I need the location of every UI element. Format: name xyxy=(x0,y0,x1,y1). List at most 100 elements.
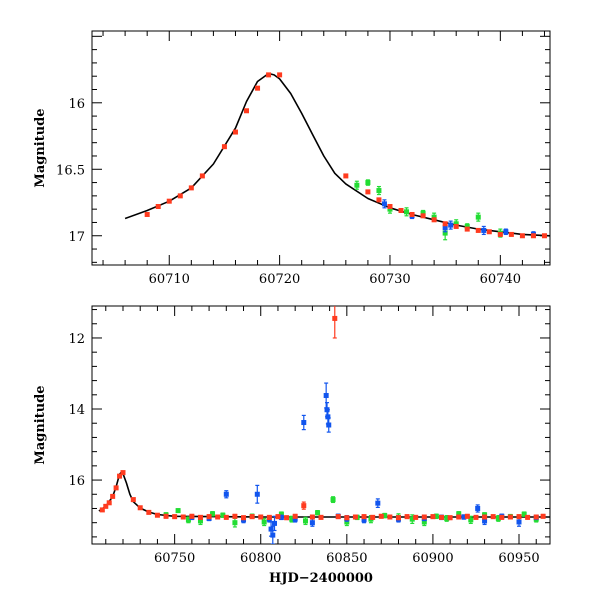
data-point-green xyxy=(354,182,360,188)
data-point-red xyxy=(154,512,160,518)
data-point-red xyxy=(387,514,393,520)
data-point-red xyxy=(110,493,116,499)
data-point-red xyxy=(431,217,437,223)
data-point-green xyxy=(453,221,459,227)
data-point-green xyxy=(475,214,481,220)
data-point-red xyxy=(420,213,426,219)
data-point-red xyxy=(266,72,272,78)
data-point-red xyxy=(490,514,496,520)
data-point-green xyxy=(433,513,439,519)
data-point-blue xyxy=(482,518,488,524)
data-point-green xyxy=(289,516,295,522)
data-point-green xyxy=(175,508,181,514)
top-panel: 60710 60720 60730 60740 16 16.5 17 Magnitude xyxy=(33,30,551,287)
y-tick-label: 16 xyxy=(68,474,85,489)
data-point-red xyxy=(352,514,358,520)
data-point-blue xyxy=(270,532,276,538)
x-tick-label: 60850 xyxy=(326,551,367,566)
data-point-red xyxy=(464,513,470,519)
data-point-red xyxy=(249,514,255,520)
data-point-red xyxy=(144,211,150,217)
data-point-red xyxy=(309,514,315,520)
data-point-red xyxy=(378,513,384,519)
data-point-green xyxy=(261,519,267,525)
data-point-red xyxy=(525,514,531,520)
data-point-red xyxy=(344,515,350,521)
data-point-red xyxy=(137,505,143,511)
data-point-red xyxy=(499,514,505,520)
data-point-blue xyxy=(375,500,381,506)
data-point-red xyxy=(376,197,382,203)
data-point-red xyxy=(519,233,525,239)
data-point-red xyxy=(409,211,415,217)
data-point-red xyxy=(215,514,221,520)
data-point-red xyxy=(166,198,172,204)
data-point-red xyxy=(318,514,324,520)
data-point-green xyxy=(495,515,501,521)
data-point-blue xyxy=(309,520,315,526)
data-point-green xyxy=(442,230,448,236)
data-point-green xyxy=(185,517,191,523)
data-point-red xyxy=(439,514,445,520)
data-point-red xyxy=(421,514,427,520)
plot-area xyxy=(124,72,550,241)
data-point-red xyxy=(106,500,112,506)
y-tick-label: 16.5 xyxy=(56,163,85,178)
data-point-red xyxy=(172,514,178,520)
data-point-red xyxy=(464,226,470,232)
data-point-blue xyxy=(442,225,448,231)
data-point-green xyxy=(404,209,410,215)
data-point-red xyxy=(266,514,272,520)
data-point-green xyxy=(376,188,382,194)
data-point-blue xyxy=(254,491,260,497)
data-point-green xyxy=(456,511,462,517)
data-point-red xyxy=(533,514,539,520)
data-point-green xyxy=(468,517,474,523)
y-axis-label: Magnitude xyxy=(33,385,48,464)
data-point-green xyxy=(278,511,284,517)
data-point-red xyxy=(447,515,453,521)
model-curve xyxy=(98,471,550,518)
data-point-red xyxy=(223,514,229,520)
data-point-blue xyxy=(448,222,454,228)
data-point-red xyxy=(244,108,250,114)
x-tick-label: 60950 xyxy=(498,551,539,566)
data-point-red xyxy=(540,513,546,519)
data-point-red xyxy=(103,503,109,509)
data-point-red xyxy=(258,514,264,520)
data-point-green xyxy=(210,511,216,517)
y-tick-label: 12 xyxy=(68,332,85,347)
data-point-green xyxy=(303,518,309,524)
data-point-green xyxy=(197,518,203,524)
data-point-blue xyxy=(323,393,329,399)
data-point-blue xyxy=(272,520,278,526)
data-point-red xyxy=(277,72,283,78)
data-point-green xyxy=(521,511,527,517)
data-point-green xyxy=(387,206,393,212)
x-tick-label: 60750 xyxy=(154,551,195,566)
data-point-red xyxy=(113,485,119,491)
data-point-blue xyxy=(301,420,307,426)
data-point-red xyxy=(442,221,448,227)
data-point-green xyxy=(464,223,470,229)
data-point-red xyxy=(177,193,183,199)
y-axis-label: Magnitude xyxy=(33,108,48,187)
plot-frame xyxy=(91,305,551,545)
data-point-red xyxy=(155,204,161,209)
data-point-red xyxy=(413,514,419,520)
data-point-red xyxy=(232,513,238,519)
data-point-red xyxy=(530,233,536,239)
data-point-red xyxy=(206,514,212,520)
data-point-red xyxy=(275,514,281,520)
data-point-green xyxy=(421,519,427,525)
data-point-red xyxy=(255,85,261,91)
data-point-blue xyxy=(268,526,274,532)
model-curve xyxy=(124,72,550,237)
data-point-red xyxy=(475,227,481,233)
data-point-green xyxy=(365,180,371,186)
data-point-red xyxy=(188,185,194,191)
data-point-green xyxy=(409,516,415,522)
data-point-blue xyxy=(223,491,229,497)
data-point-red xyxy=(284,515,290,521)
